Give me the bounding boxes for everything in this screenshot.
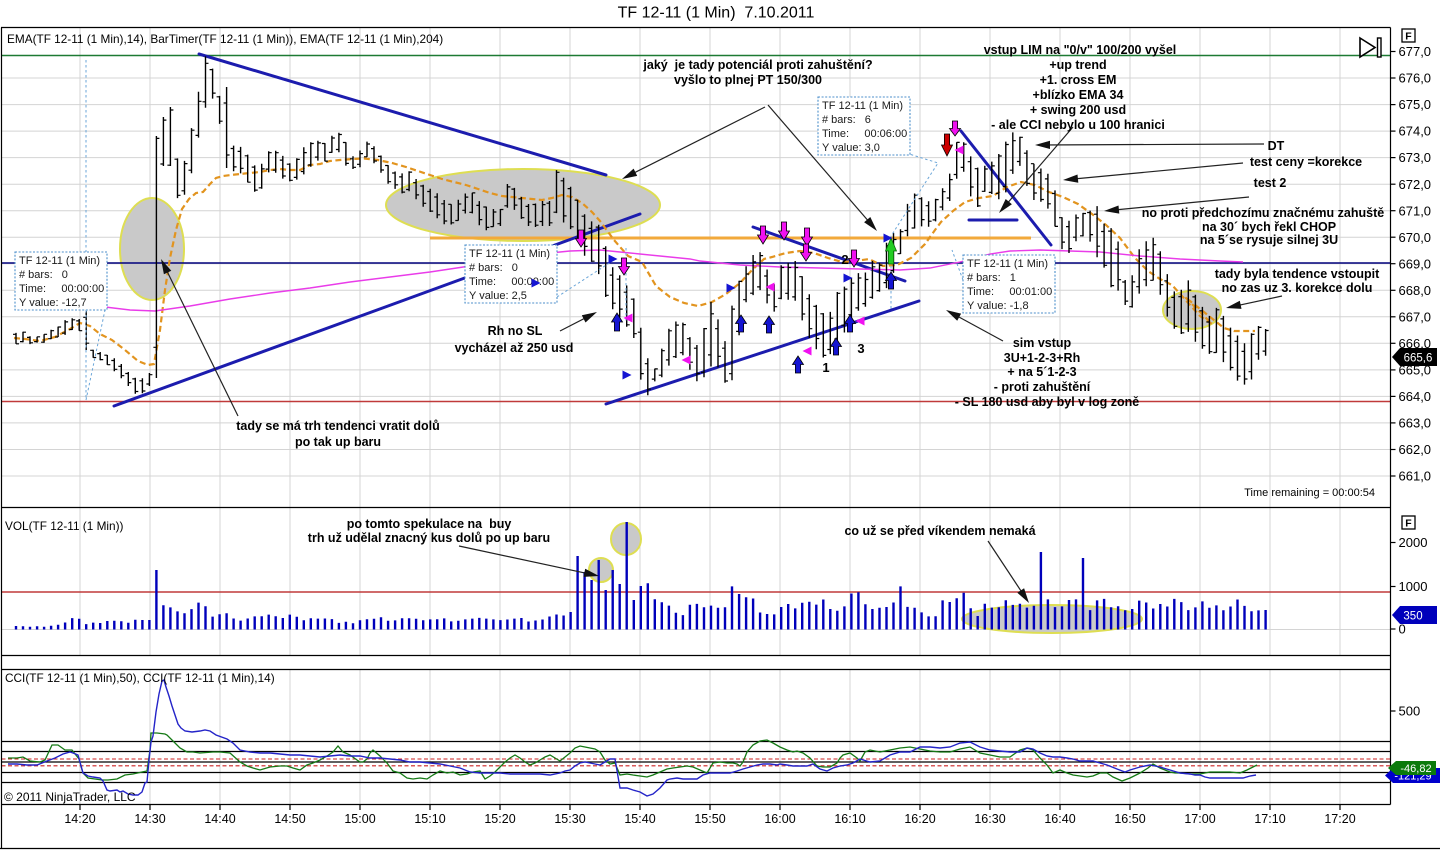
svg-text:Time remaining = 00:00:54: Time remaining = 00:00:54 bbox=[1244, 487, 1375, 499]
svg-text:Rh no SL: Rh no SL bbox=[488, 324, 543, 338]
svg-text:14:30: 14:30 bbox=[134, 812, 165, 826]
svg-text:16:50: 16:50 bbox=[1114, 812, 1145, 826]
svg-text:672,0: 672,0 bbox=[1399, 177, 1432, 192]
svg-text:Time: 00:00:00: Time: 00:00:00 bbox=[469, 276, 554, 288]
svg-text:666,0: 666,0 bbox=[1399, 336, 1432, 351]
svg-text:1: 1 bbox=[822, 360, 829, 375]
svg-text:co už se před víkendem nemaká: co už se před víkendem nemaká bbox=[844, 524, 1035, 538]
svg-text:15:00: 15:00 bbox=[344, 812, 375, 826]
svg-text:3: 3 bbox=[857, 341, 864, 356]
svg-text:na 5´se rysuje silnej 3U: na 5´se rysuje silnej 3U bbox=[1200, 233, 1338, 247]
svg-text:16:20: 16:20 bbox=[904, 812, 935, 826]
svg-text:2000: 2000 bbox=[1399, 535, 1428, 550]
svg-text:+ swing 200 usd: + swing 200 usd bbox=[1030, 103, 1126, 117]
svg-text:14:20: 14:20 bbox=[64, 812, 95, 826]
svg-text:# bars: 6: # bars: 6 bbox=[822, 114, 871, 126]
svg-text:CCI(TF 12-11 (1 Min),50), CCI(: CCI(TF 12-11 (1 Min),50), CCI(TF 12-11 (… bbox=[5, 671, 275, 685]
svg-text:+up trend: +up trend bbox=[1049, 58, 1106, 72]
svg-text:2: 2 bbox=[841, 252, 848, 267]
svg-text:663,0: 663,0 bbox=[1399, 416, 1432, 431]
svg-text:668,0: 668,0 bbox=[1399, 283, 1432, 298]
svg-text:15:40: 15:40 bbox=[624, 812, 655, 826]
svg-text:15:30: 15:30 bbox=[554, 812, 585, 826]
svg-text:VOL(TF 12-11 (1 Min)): VOL(TF 12-11 (1 Min)) bbox=[5, 519, 124, 533]
svg-text:no proti předchozímu značnému: no proti předchozímu značnému zahuště bbox=[1142, 206, 1384, 220]
svg-text:Time: 00:06:00: Time: 00:06:00 bbox=[822, 128, 907, 140]
svg-text:vyšlo to plnej PT 150/300: vyšlo to plnej PT 150/300 bbox=[674, 73, 822, 87]
svg-text:670,0: 670,0 bbox=[1399, 230, 1432, 245]
svg-text:15:10: 15:10 bbox=[414, 812, 445, 826]
svg-text:671,0: 671,0 bbox=[1399, 203, 1432, 218]
svg-text:677,0: 677,0 bbox=[1399, 44, 1432, 59]
svg-text:tady byla tendence vstoupit: tady byla tendence vstoupit bbox=[1215, 267, 1380, 281]
svg-text:16:30: 16:30 bbox=[974, 812, 1005, 826]
svg-text:665,0: 665,0 bbox=[1399, 362, 1432, 377]
svg-text:# bars: 1: # bars: 1 bbox=[967, 272, 1016, 284]
svg-text:17:10: 17:10 bbox=[1254, 812, 1285, 826]
svg-text:vycházel až 250 usd: vycházel až 250 usd bbox=[455, 341, 574, 355]
svg-text:TF 12-11 (1 Min): TF 12-11 (1 Min) bbox=[19, 255, 100, 267]
svg-text:664,0: 664,0 bbox=[1399, 389, 1432, 404]
svg-text:+blízko EMA 34: +blízko EMA 34 bbox=[1033, 88, 1124, 102]
svg-text:+ na 5´1-2-3: + na 5´1-2-3 bbox=[1007, 365, 1076, 379]
svg-text:15:50: 15:50 bbox=[694, 812, 725, 826]
svg-text:Time: 00:01:00: Time: 00:01:00 bbox=[967, 286, 1052, 298]
svg-text:350: 350 bbox=[1403, 611, 1422, 623]
svg-text:TF 12-11 (1 Min): TF 12-11 (1 Min) bbox=[967, 258, 1048, 270]
svg-text:674,0: 674,0 bbox=[1399, 124, 1432, 139]
svg-text:po tak up baru: po tak up baru bbox=[295, 435, 381, 449]
svg-text:-46,82: -46,82 bbox=[1400, 763, 1431, 775]
svg-text:# bars: 0: # bars: 0 bbox=[19, 269, 68, 281]
svg-text:661,0: 661,0 bbox=[1399, 469, 1432, 484]
svg-text:vstup LIM na "0/v" 100/200 vy: vstup LIM na "0/v" 100/200 vyšel bbox=[984, 43, 1177, 57]
svg-text:- SL 180 usd aby byl v log zon: - SL 180 usd aby byl v log zoně bbox=[955, 395, 1140, 409]
svg-text:Y value: -12,7: Y value: -12,7 bbox=[19, 297, 87, 309]
svg-text:1000: 1000 bbox=[1399, 579, 1428, 594]
svg-text:F: F bbox=[1405, 31, 1412, 43]
svg-text:© 2011 NinjaTrader, LLC: © 2011 NinjaTrader, LLC bbox=[4, 790, 136, 804]
svg-text:500: 500 bbox=[1399, 704, 1421, 719]
svg-text:trh už udělal znacný kus dolů: trh už udělal znacný kus dolů po up baru bbox=[308, 531, 550, 545]
svg-text:17:20: 17:20 bbox=[1324, 812, 1355, 826]
svg-text:667,0: 667,0 bbox=[1399, 309, 1432, 324]
svg-text:15:20: 15:20 bbox=[484, 812, 515, 826]
svg-text:14:40: 14:40 bbox=[204, 812, 235, 826]
svg-text:- ale CCI nebylo u 100 hranici: - ale CCI nebylo u 100 hranici bbox=[991, 118, 1165, 132]
svg-text:669,0: 669,0 bbox=[1399, 256, 1432, 271]
svg-text:# bars: 0: # bars: 0 bbox=[469, 262, 518, 274]
svg-text:665,6: 665,6 bbox=[1404, 353, 1433, 365]
svg-text:TF 12-11 (1 Min): TF 12-11 (1 Min) bbox=[469, 248, 550, 260]
svg-text:sim vstup: sim vstup bbox=[1013, 336, 1072, 350]
svg-text:3U+1-2-3+Rh: 3U+1-2-3+Rh bbox=[1004, 351, 1080, 365]
svg-text:test 2: test 2 bbox=[1254, 176, 1287, 190]
svg-text:673,0: 673,0 bbox=[1399, 150, 1432, 165]
svg-text:+1. cross EM: +1. cross EM bbox=[1040, 73, 1117, 87]
svg-text:jaký je tady potenciál proti: jaký je tady potenciál proti zahuštění? bbox=[642, 58, 872, 72]
svg-text:EMA(TF 12-11 (1 Min),14), BarT: EMA(TF 12-11 (1 Min),14), BarTimer(TF 12… bbox=[7, 32, 443, 46]
svg-text:tady se má trh tendenci vratit: tady se má trh tendenci vratit dolů bbox=[236, 419, 440, 433]
svg-text:po tomto spekulace na buy: po tomto spekulace na buy bbox=[347, 517, 512, 531]
svg-text:F: F bbox=[1405, 518, 1412, 530]
svg-text:no zas uz 3. korekce dolu: no zas uz 3. korekce dolu bbox=[1222, 281, 1373, 295]
svg-text:- proti zahuštění: - proti zahuštění bbox=[994, 380, 1091, 394]
svg-text:675,0: 675,0 bbox=[1399, 97, 1432, 112]
svg-text:DT: DT bbox=[1268, 139, 1285, 153]
svg-text:test ceny =korekce: test ceny =korekce bbox=[1250, 155, 1362, 169]
svg-text:Time: 00:00:00: Time: 00:00:00 bbox=[19, 283, 104, 295]
svg-text:na 30´ bych řekl CHOP: na 30´ bych řekl CHOP bbox=[1202, 220, 1336, 234]
svg-text:16:10: 16:10 bbox=[834, 812, 865, 826]
svg-text:16:40: 16:40 bbox=[1044, 812, 1075, 826]
svg-text:Y value: -1,8: Y value: -1,8 bbox=[967, 300, 1029, 312]
svg-text:16:00: 16:00 bbox=[764, 812, 795, 826]
svg-text:0: 0 bbox=[1399, 622, 1406, 637]
svg-text:14:50: 14:50 bbox=[274, 812, 305, 826]
svg-text:Y value: 2,5: Y value: 2,5 bbox=[469, 290, 527, 302]
svg-text:TF 12-11 (1 Min) 7.10.2011: TF 12-11 (1 Min) 7.10.2011 bbox=[618, 5, 815, 22]
svg-text:662,0: 662,0 bbox=[1399, 442, 1432, 457]
svg-text:17:00: 17:00 bbox=[1184, 812, 1215, 826]
svg-text:676,0: 676,0 bbox=[1399, 71, 1432, 86]
svg-text:Y value: 3,0: Y value: 3,0 bbox=[822, 142, 880, 154]
svg-text:TF 12-11 (1 Min): TF 12-11 (1 Min) bbox=[822, 100, 903, 112]
